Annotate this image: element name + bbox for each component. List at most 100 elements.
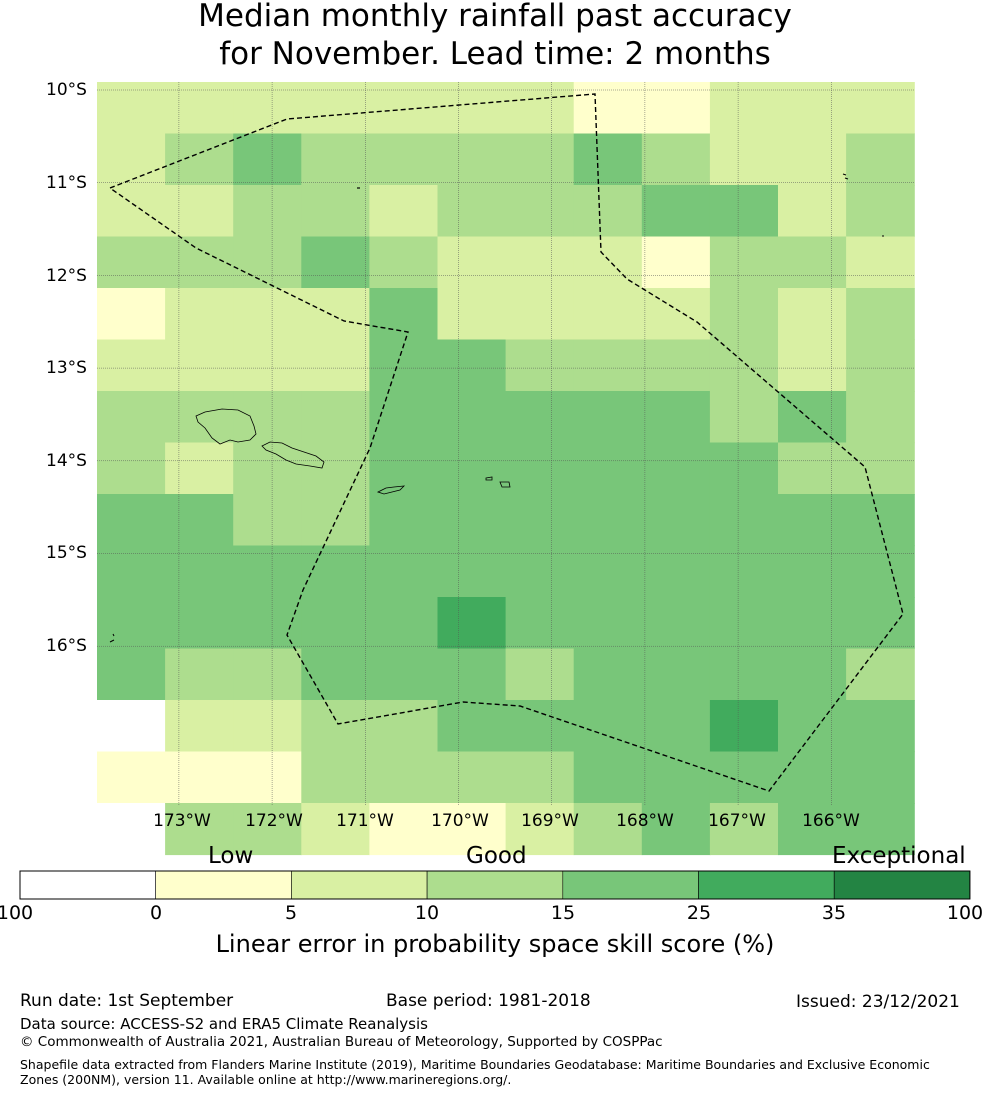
grid-cell bbox=[97, 391, 166, 444]
grid-cell bbox=[437, 494, 507, 547]
grid-cell bbox=[301, 597, 370, 650]
grid-cell bbox=[233, 700, 302, 753]
legend-tick: 25 bbox=[686, 902, 712, 924]
legend-category-good: Good bbox=[466, 843, 527, 869]
legend-tick: 35 bbox=[821, 902, 847, 924]
lon-label-173w: 173°W bbox=[153, 811, 211, 831]
grid-cell bbox=[709, 236, 779, 289]
lon-label-166w: 166°W bbox=[802, 811, 860, 831]
legend-tick: -100 bbox=[0, 902, 34, 924]
grid-cell bbox=[233, 494, 302, 547]
grid-cell bbox=[709, 82, 779, 135]
grid-cell bbox=[437, 288, 507, 341]
lon-label-169w: 169°W bbox=[521, 811, 579, 831]
grid-cell bbox=[437, 82, 507, 135]
legend-tick: 0 bbox=[149, 902, 163, 924]
grid-cell bbox=[505, 185, 575, 238]
grid-cell bbox=[505, 597, 575, 650]
grid-cell bbox=[369, 545, 439, 598]
grid-cell bbox=[846, 700, 915, 753]
grid-cell bbox=[97, 339, 166, 392]
grid-cell bbox=[573, 288, 643, 341]
grid-cell bbox=[778, 545, 847, 598]
grid-cell bbox=[437, 597, 507, 650]
grid-cell bbox=[709, 700, 779, 753]
grid-cell bbox=[437, 339, 507, 392]
grid-cell bbox=[709, 442, 779, 495]
grid-cell bbox=[301, 442, 370, 495]
grid-cell bbox=[437, 700, 507, 753]
grid-cell bbox=[369, 803, 439, 856]
grid-cell bbox=[233, 185, 302, 238]
lon-label-170w: 170°W bbox=[431, 811, 489, 831]
grid-cell bbox=[641, 700, 711, 753]
grid-cell bbox=[641, 597, 711, 650]
grid-cell bbox=[165, 391, 234, 444]
grid-cell bbox=[165, 339, 234, 392]
grid-cell bbox=[301, 82, 370, 135]
manua-island-2 bbox=[499, 481, 511, 488]
grid-cell bbox=[573, 545, 643, 598]
grid-cell bbox=[233, 803, 302, 856]
grid-cell bbox=[505, 545, 575, 598]
legend-tick: 5 bbox=[284, 902, 298, 924]
grid-cell bbox=[165, 442, 234, 495]
grid-cell bbox=[437, 391, 507, 444]
grid-cell bbox=[505, 751, 575, 804]
grid-cell bbox=[709, 545, 779, 598]
grid-cell bbox=[437, 133, 507, 186]
legend-category-exceptional: Exceptional bbox=[832, 843, 966, 869]
grid-cell bbox=[165, 648, 234, 701]
grid-cell bbox=[369, 751, 439, 804]
grid-cell bbox=[641, 442, 711, 495]
grid-cell bbox=[301, 133, 370, 186]
grid-cell bbox=[709, 185, 779, 238]
grid-cell bbox=[369, 391, 439, 444]
tutuila-island bbox=[376, 485, 406, 495]
eez-boundary bbox=[108, 93, 904, 792]
grid-cell bbox=[301, 339, 370, 392]
base-period: Base period: 1981-2018 bbox=[386, 991, 591, 1011]
grid-cell bbox=[573, 391, 643, 444]
grid-cell bbox=[437, 751, 507, 804]
map-title-line1: Median monthly rainfall past accuracy bbox=[198, 0, 792, 34]
grid-cell bbox=[301, 751, 370, 804]
grid-cell bbox=[505, 648, 575, 701]
legend-axis-title: Linear error in probability space skill … bbox=[215, 930, 775, 958]
grid-cell bbox=[709, 597, 779, 650]
grid-cell bbox=[97, 803, 166, 856]
grid-cell bbox=[369, 648, 439, 701]
grid-cell bbox=[641, 803, 711, 856]
legend-colorbar bbox=[19, 870, 971, 900]
grid-cell bbox=[505, 494, 575, 547]
grid-cell bbox=[641, 236, 711, 289]
grid-cell bbox=[641, 545, 711, 598]
grid-cell bbox=[505, 700, 575, 753]
grid-cell bbox=[233, 751, 302, 804]
legend-swatch bbox=[19, 870, 156, 900]
grid-cell bbox=[165, 185, 234, 238]
savaii-island bbox=[195, 408, 257, 445]
grid-cell bbox=[233, 545, 302, 598]
legend-tick: 100 bbox=[946, 902, 984, 924]
grid-cell bbox=[778, 648, 847, 701]
upolu-island bbox=[261, 441, 325, 469]
grid-cell bbox=[505, 82, 575, 135]
grid-cell bbox=[846, 133, 915, 186]
grid-cell bbox=[505, 442, 575, 495]
grid-cell bbox=[846, 185, 915, 238]
legend-swatch bbox=[291, 870, 428, 900]
grid-cell bbox=[369, 133, 439, 186]
grid-cell bbox=[641, 288, 711, 341]
grid-cell bbox=[233, 442, 302, 495]
grid-cell bbox=[369, 494, 439, 547]
grid-cell bbox=[778, 236, 847, 289]
grid-cell bbox=[846, 236, 915, 289]
grid-cell bbox=[641, 339, 711, 392]
grid-cell bbox=[846, 391, 915, 444]
grid-cell bbox=[165, 700, 234, 753]
grid-cell bbox=[301, 494, 370, 547]
grid-cell bbox=[233, 236, 302, 289]
grid-cell bbox=[573, 133, 643, 186]
grid-cell bbox=[165, 288, 234, 341]
